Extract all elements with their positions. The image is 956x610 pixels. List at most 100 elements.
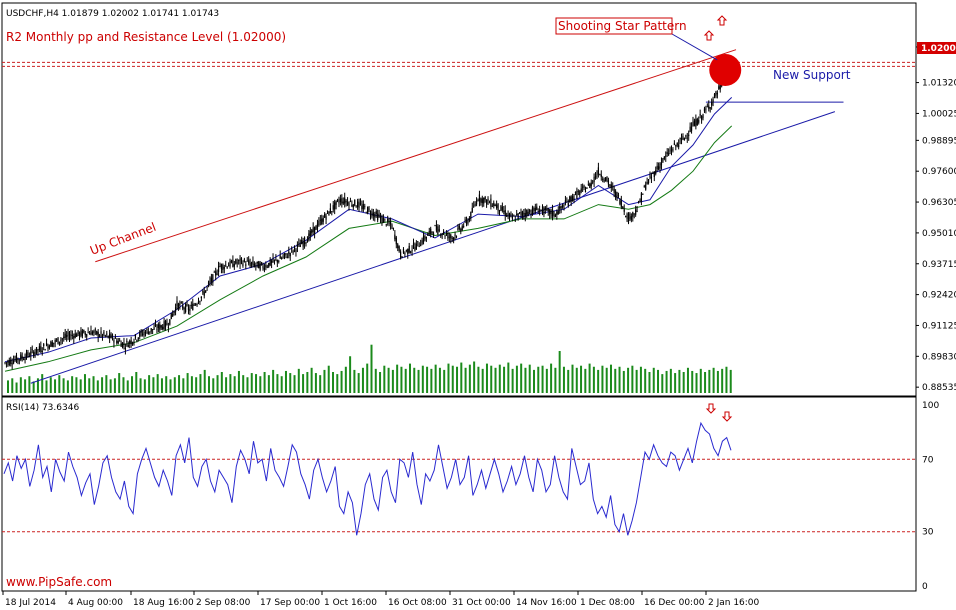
candle-body: [405, 250, 407, 251]
candle-body: [71, 335, 73, 336]
price-tick-label: 0.97600: [922, 167, 956, 177]
volume-bar: [41, 374, 44, 393]
candle-body: [25, 352, 28, 358]
volume-bar: [267, 375, 270, 393]
volume-bar: [118, 373, 121, 393]
price-candles: [4, 61, 733, 370]
candle-body: [407, 248, 409, 255]
candle-body: [584, 191, 587, 193]
candle-body: [334, 202, 336, 210]
volume-bar: [580, 365, 583, 393]
volume-bar: [319, 375, 322, 393]
candle-body: [625, 216, 627, 218]
candle-body: [609, 184, 611, 186]
candle-body: [501, 206, 503, 211]
candle-body: [626, 213, 628, 219]
candle-body: [655, 170, 657, 174]
candle-body: [368, 208, 370, 210]
rsi-line: [3, 421, 732, 536]
candle-body: [410, 251, 412, 253]
candle-body: [619, 199, 621, 204]
candle-body: [123, 342, 125, 345]
candle-body: [86, 334, 88, 337]
candle-body: [511, 216, 513, 219]
candle-body: [245, 264, 247, 266]
candle-body: [335, 200, 337, 205]
candle-body: [101, 334, 104, 338]
candle-body: [401, 256, 403, 258]
candle-body: [331, 211, 333, 212]
volume-bar: [400, 366, 403, 393]
candle-body: [342, 201, 344, 204]
candle-body: [656, 165, 658, 170]
volume-bar: [152, 377, 155, 393]
volume-bar: [387, 367, 390, 393]
candle-body: [285, 253, 287, 256]
candle-body: [688, 134, 690, 136]
candle-body: [66, 335, 68, 337]
candle-body: [78, 332, 81, 337]
candle-body: [653, 171, 655, 177]
time-tick-label: 14 Nov 16:00: [516, 598, 577, 608]
volume-bar: [674, 373, 677, 393]
candle-body: [559, 206, 561, 209]
volume-bar: [32, 381, 35, 393]
candle-body: [346, 201, 349, 205]
volume-bar: [353, 369, 356, 393]
candle-body: [507, 213, 509, 215]
candle-body: [699, 114, 701, 116]
volume-bar: [7, 380, 9, 393]
candle-body: [527, 211, 529, 216]
candle-body: [530, 213, 532, 215]
resistance-level-label: R2 Monthly pp and Resistance Level (1.02…: [6, 30, 286, 44]
volume-bar: [515, 365, 518, 393]
pattern-label-box: [555, 17, 673, 35]
candle-body: [668, 153, 670, 155]
candle-body: [708, 105, 710, 109]
candle-body: [355, 206, 357, 208]
candle-body: [547, 208, 549, 212]
arrow-down-icon-2: [721, 411, 733, 422]
candle-body: [630, 216, 632, 220]
candle-body: [606, 176, 608, 181]
volume-bar: [62, 378, 65, 393]
volume-bar: [220, 372, 223, 393]
volume-bar: [370, 344, 373, 393]
candle-body: [382, 218, 384, 223]
candle-body: [43, 344, 45, 346]
candle-body: [48, 345, 51, 349]
candle-body: [444, 235, 446, 237]
volume-bar: [366, 363, 369, 393]
candle-body: [374, 214, 376, 218]
candle-body: [167, 326, 169, 328]
candle-body: [121, 342, 124, 347]
candle-body: [259, 263, 261, 270]
candle-body: [696, 118, 698, 126]
pipsafe-watermark: www.PipSafe.com: [6, 575, 112, 589]
candle-body: [248, 260, 250, 264]
candle-body: [553, 211, 555, 216]
candle-body: [114, 336, 116, 339]
volume-bar: [280, 376, 283, 393]
candle-body: [580, 188, 582, 192]
time-tick-label: 2 Sep 08:00: [196, 598, 251, 608]
candle-body: [665, 155, 667, 157]
candle-body: [474, 204, 476, 206]
volume-bar: [122, 377, 125, 393]
candle-body: [308, 233, 310, 241]
symbol-header: USDCHF,H4 1.01879 1.02002 1.01741 1.0174…: [6, 9, 219, 19]
candle-body: [497, 203, 499, 211]
candle-body: [437, 226, 439, 235]
candle-body: [35, 347, 38, 353]
candle-body: [271, 260, 273, 263]
candle-body: [56, 339, 58, 341]
candle-body: [666, 152, 668, 154]
candle-body: [147, 331, 149, 335]
volume-bar: [340, 370, 343, 393]
candle-body: [107, 335, 109, 338]
shooting-star-marker: [709, 53, 742, 86]
candle-body: [269, 259, 271, 266]
candle-body: [354, 199, 356, 206]
candle-body: [206, 286, 208, 288]
candle-body: [255, 265, 257, 266]
